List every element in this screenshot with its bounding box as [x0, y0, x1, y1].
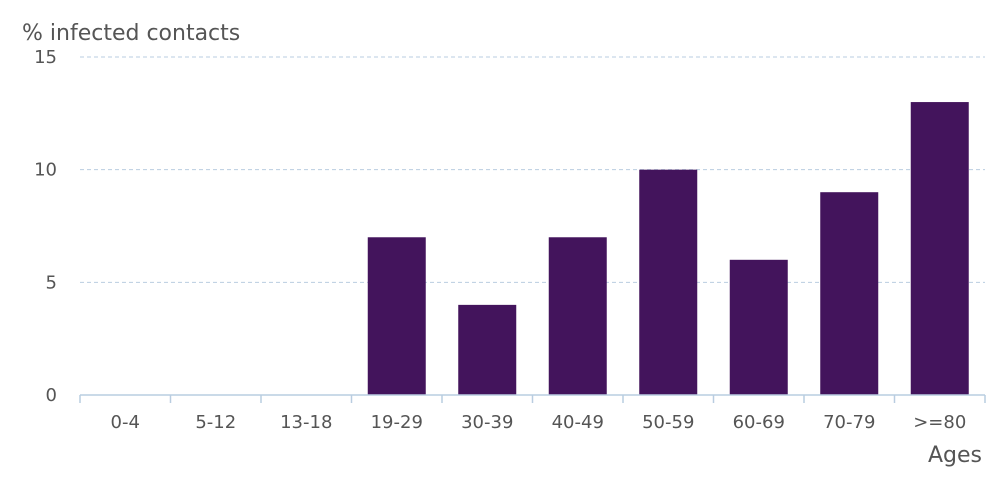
x-tick-label: 0-4: [111, 412, 140, 433]
bar-60-69: [729, 259, 788, 395]
x-axis-title: Ages: [928, 443, 982, 468]
y-tick-label: 0: [46, 385, 57, 406]
x-tick-label: 13-18: [280, 412, 332, 433]
bar->=80: [910, 102, 969, 396]
x-tick-label: 40-49: [552, 412, 604, 433]
x-tick-label: 70-79: [823, 412, 875, 433]
y-tick-label: 10: [34, 160, 57, 181]
x-tick-label: 19-29: [371, 412, 423, 433]
x-tick-label: 30-39: [461, 412, 513, 433]
bar-19-29: [367, 237, 426, 395]
x-tick-label: 5-12: [195, 412, 236, 433]
x-tick-label: >=80: [913, 412, 966, 433]
bar-70-79: [820, 192, 879, 395]
bar-50-59: [639, 169, 698, 395]
y-axis-title: % infected contacts: [22, 21, 240, 46]
bar-40-49: [548, 237, 607, 395]
y-tick-label: 15: [34, 47, 57, 68]
bars: [367, 102, 969, 396]
bar-30-39: [458, 304, 517, 395]
gridlines: [80, 56, 985, 283]
x-tick-label: 50-59: [642, 412, 694, 433]
y-tick-label: 5: [46, 272, 57, 293]
x-tick-label: 60-69: [733, 412, 785, 433]
axes: 0 5 10 15 0-4 5-12 13-18 19-29 30-39 40-49 50-59 60…: [34, 47, 986, 433]
